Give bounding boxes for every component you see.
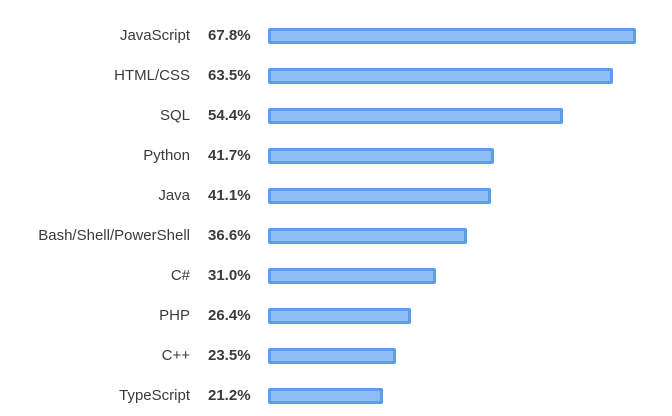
- category-label: Python: [143, 147, 190, 164]
- bar-row: JavaScript 67.8%: [0, 24, 672, 48]
- bar: [268, 268, 436, 284]
- bar-row: Bash/Shell/PowerShell 36.6%: [0, 224, 672, 248]
- bar: [268, 388, 383, 404]
- bar: [268, 188, 491, 204]
- bar-row: Python 41.7%: [0, 144, 672, 168]
- category-label: C#: [170, 267, 190, 284]
- bar-row: PHP 26.4%: [0, 304, 672, 328]
- value-label: 41.1%: [208, 187, 251, 204]
- bar-row: SQL 54.4%: [0, 104, 672, 128]
- value-label: 26.4%: [208, 307, 251, 324]
- category-label: C++: [161, 347, 190, 364]
- value-label: 67.8%: [208, 27, 251, 44]
- bar-row: C++ 23.5%: [0, 344, 672, 368]
- bar: [268, 228, 467, 244]
- value-label: 31.0%: [208, 267, 251, 284]
- value-label: 63.5%: [208, 67, 251, 84]
- category-label: SQL: [159, 107, 190, 124]
- bar-row: C# 31.0%: [0, 264, 672, 288]
- bar: [268, 148, 494, 164]
- value-label: 36.6%: [208, 227, 251, 244]
- category-label: PHP: [159, 307, 190, 324]
- bar-row: TypeScript 21.2%: [0, 384, 672, 408]
- category-label: Bash/Shell/PowerShell: [38, 227, 190, 244]
- value-label: 41.7%: [208, 147, 251, 164]
- category-label: TypeScript: [119, 387, 190, 404]
- bar: [268, 68, 613, 84]
- bar-row: Java 41.1%: [0, 184, 672, 208]
- category-label: Java: [158, 187, 190, 204]
- value-label: 23.5%: [208, 347, 251, 364]
- bar-row: HTML/CSS 63.5%: [0, 64, 672, 88]
- bar: [268, 348, 396, 364]
- value-label: 54.4%: [208, 107, 251, 124]
- category-label: JavaScript: [119, 27, 190, 44]
- bar: [268, 308, 411, 324]
- bar: [268, 108, 563, 124]
- category-label: HTML/CSS: [114, 67, 190, 84]
- bar: [268, 28, 636, 44]
- value-label: 21.2%: [208, 387, 251, 404]
